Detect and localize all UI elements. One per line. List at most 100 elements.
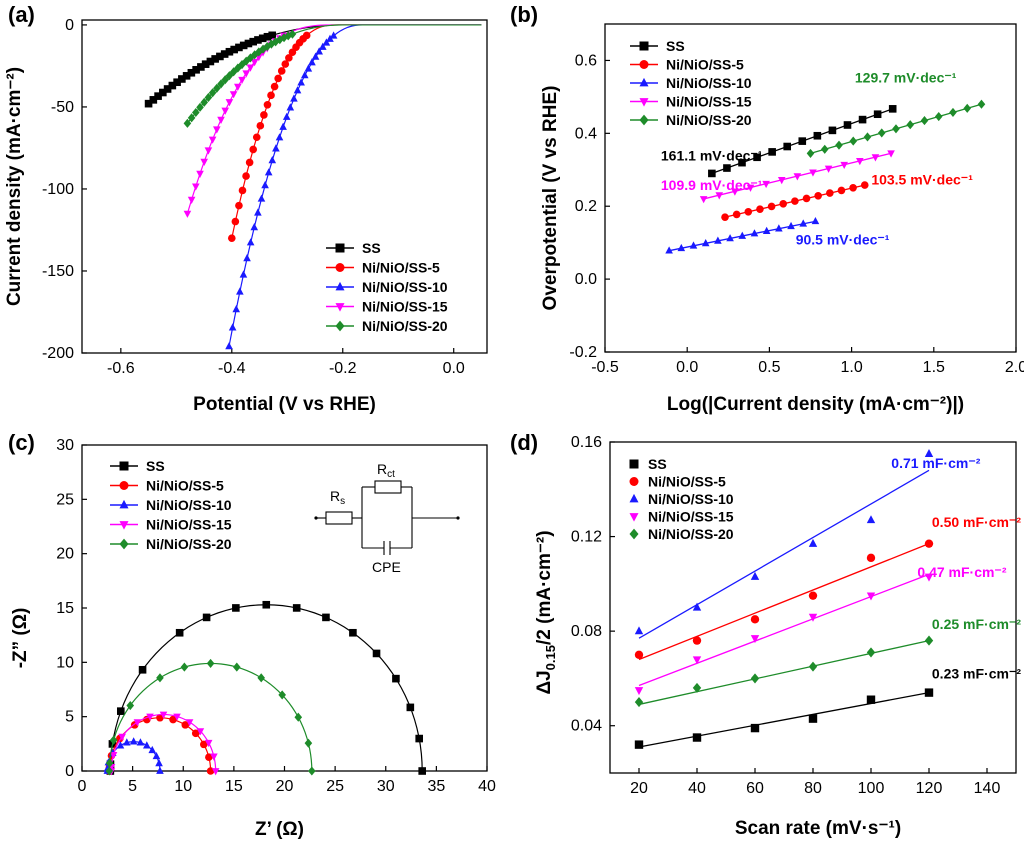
data-point bbox=[866, 592, 876, 601]
data-point bbox=[924, 573, 934, 582]
data-point bbox=[304, 738, 313, 748]
data-point bbox=[775, 224, 783, 232]
data-point bbox=[835, 140, 843, 150]
data-point bbox=[744, 208, 753, 216]
data-point bbox=[192, 66, 200, 74]
data-point bbox=[300, 71, 309, 79]
data-point bbox=[906, 120, 915, 130]
data-point bbox=[866, 515, 876, 524]
data-point bbox=[271, 37, 280, 47]
data-point bbox=[732, 210, 741, 219]
data-point bbox=[230, 45, 238, 54]
data-point bbox=[750, 673, 760, 684]
x-tick-label: -0.6 bbox=[107, 360, 135, 377]
x-tick-label: 60 bbox=[746, 780, 764, 797]
cpe-label: CPE bbox=[372, 559, 401, 575]
data-point bbox=[924, 448, 934, 457]
data-point bbox=[828, 126, 837, 135]
data-point bbox=[255, 47, 263, 57]
legend-marker bbox=[639, 114, 649, 126]
data-point bbox=[808, 661, 818, 672]
data-point bbox=[187, 196, 196, 204]
panel-label-b: (b) bbox=[510, 2, 538, 27]
data-point bbox=[920, 116, 929, 126]
data-point bbox=[257, 673, 266, 683]
data-point bbox=[225, 47, 234, 56]
data-point bbox=[860, 181, 869, 189]
data-point bbox=[738, 158, 746, 167]
data-point bbox=[877, 128, 886, 138]
y-axis-title: ΔJ0.15/2 (mA·cm⁻²) bbox=[534, 530, 558, 694]
data-point bbox=[924, 688, 934, 697]
legend-label: Ni/NiO/SS-5 bbox=[666, 57, 744, 73]
x-tick-label: 0.5 bbox=[758, 359, 780, 376]
x-tick-label: 100 bbox=[858, 780, 885, 797]
data-point bbox=[634, 687, 644, 696]
data-point bbox=[204, 92, 213, 103]
data-point bbox=[232, 604, 240, 612]
data-point bbox=[149, 96, 158, 104]
data-point bbox=[372, 649, 381, 658]
legend-label: Ni/NiO/SS-10 bbox=[146, 497, 232, 513]
data-point bbox=[163, 85, 172, 93]
x-tick-label: 25 bbox=[326, 778, 344, 795]
data-point bbox=[802, 194, 811, 203]
data-point bbox=[888, 105, 897, 113]
data-point bbox=[206, 658, 215, 668]
data-point bbox=[824, 165, 833, 173]
data-point bbox=[238, 59, 246, 70]
x-tick-label: 0.0 bbox=[443, 360, 465, 377]
legend-marker bbox=[629, 459, 639, 469]
data-point bbox=[871, 154, 880, 162]
legend-marker bbox=[629, 528, 639, 540]
data-point bbox=[692, 656, 702, 665]
fit-line bbox=[638, 469, 930, 639]
data-point bbox=[292, 604, 301, 612]
legend-label: SS bbox=[648, 456, 667, 472]
legend-marker bbox=[335, 281, 345, 291]
data-point bbox=[232, 662, 241, 672]
slope-annotation: 90.5 mV·dec⁻¹ bbox=[796, 231, 890, 247]
data-point bbox=[762, 180, 770, 189]
data-point bbox=[708, 169, 716, 178]
y-tick-label: 10 bbox=[56, 654, 74, 671]
data-point bbox=[238, 186, 247, 195]
legend-label: SS bbox=[666, 38, 685, 54]
data-point bbox=[272, 144, 280, 152]
data-point bbox=[213, 83, 221, 93]
data-point bbox=[692, 682, 702, 693]
data-point bbox=[155, 759, 163, 767]
data-point bbox=[229, 67, 238, 77]
data-point bbox=[308, 58, 316, 66]
data-point bbox=[326, 34, 334, 42]
legend-label: Ni/NiO/SS-10 bbox=[666, 75, 752, 91]
data-point bbox=[156, 673, 164, 683]
data-point bbox=[183, 118, 192, 128]
data-point bbox=[297, 78, 305, 86]
data-point bbox=[887, 150, 895, 158]
data-point bbox=[866, 553, 876, 563]
y-tick-label: 20 bbox=[56, 546, 74, 563]
data-point bbox=[200, 97, 209, 107]
data-point bbox=[196, 728, 205, 736]
data-point bbox=[293, 86, 302, 94]
data-point bbox=[767, 202, 776, 211]
data-point bbox=[118, 733, 126, 741]
data-point bbox=[281, 60, 290, 68]
data-point bbox=[196, 170, 204, 179]
data-point bbox=[246, 238, 255, 246]
plot-frame bbox=[81, 19, 488, 354]
data-point bbox=[204, 147, 213, 155]
data-point bbox=[156, 713, 164, 722]
data-point bbox=[777, 177, 786, 185]
data-point bbox=[858, 115, 867, 124]
data-point bbox=[206, 57, 215, 66]
data-point bbox=[843, 121, 852, 129]
legend-marker bbox=[629, 513, 639, 522]
rs-resistor bbox=[325, 511, 353, 525]
legend-label: Ni/NiO/SS-5 bbox=[146, 478, 224, 494]
data-point bbox=[217, 79, 225, 89]
data-point bbox=[225, 342, 233, 350]
x-tick-label: 5 bbox=[128, 778, 137, 795]
